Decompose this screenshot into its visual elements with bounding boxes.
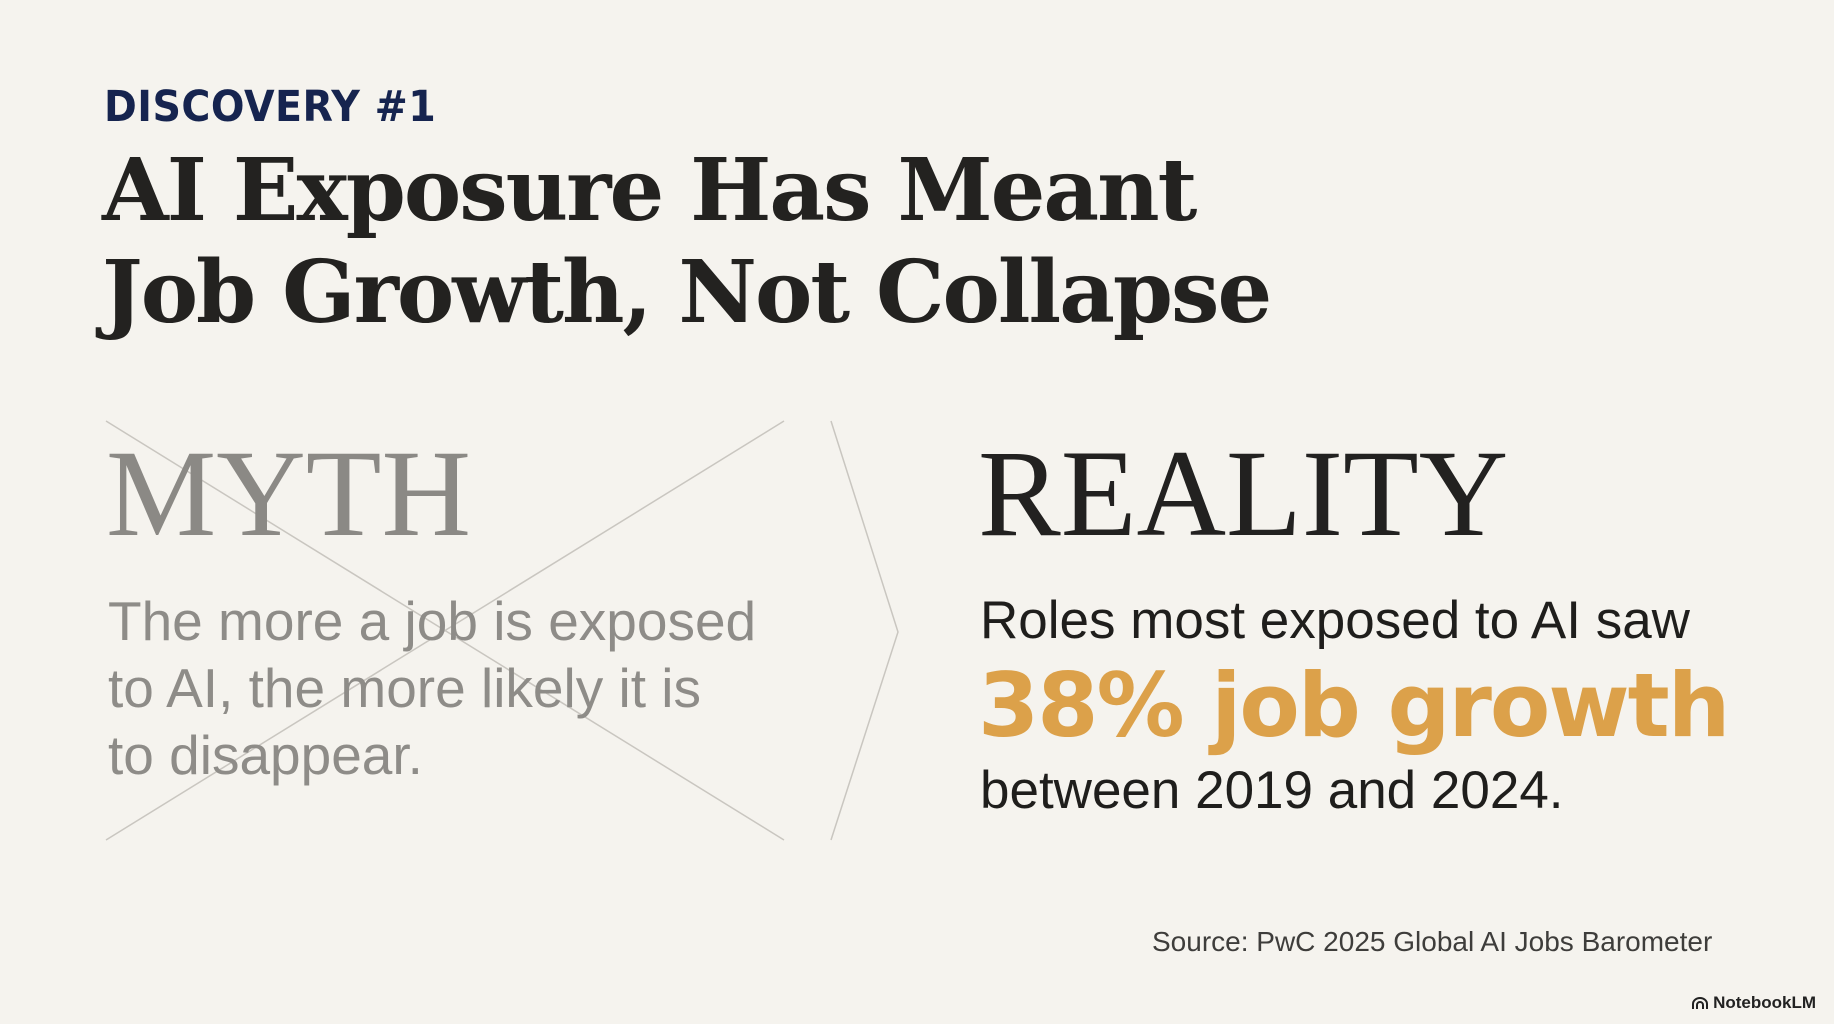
brand-name: NotebookLM (1713, 993, 1816, 1012)
notebooklm-brand: NotebookLM (1691, 993, 1816, 1013)
reality-line-2: between 2019 and 2024. (980, 761, 1564, 820)
reality-line-1: Roles most exposed to AI saw (980, 591, 1690, 650)
myth-line: to AI, the more likely it is (108, 657, 701, 719)
myth-text: The more a job is exposed to AI, the mor… (108, 588, 756, 789)
myth-heading: MYTH (106, 425, 472, 562)
cross-line-2 (105, 420, 785, 841)
reality-heading: REALITY (978, 425, 1509, 562)
title-line-1: AI Exposure Has Meant (102, 140, 1197, 241)
source-citation: Source: PwC 2025 Global AI Jobs Baromete… (1152, 926, 1713, 957)
myth-line: to disappear. (108, 724, 423, 786)
title-line-2: Job Growth, Not Collapse (102, 242, 1272, 343)
slide-title: AI Exposure Has Meant Job Growth, Not Co… (102, 140, 1272, 344)
reality-highlight: 38% job growth (978, 654, 1730, 757)
notebooklm-logo-icon (1692, 997, 1709, 1009)
chevron-right-icon (830, 420, 899, 841)
myth-line: The more a job is exposed (108, 590, 757, 652)
discovery-kicker: DISCOVERY #1 (104, 82, 437, 132)
